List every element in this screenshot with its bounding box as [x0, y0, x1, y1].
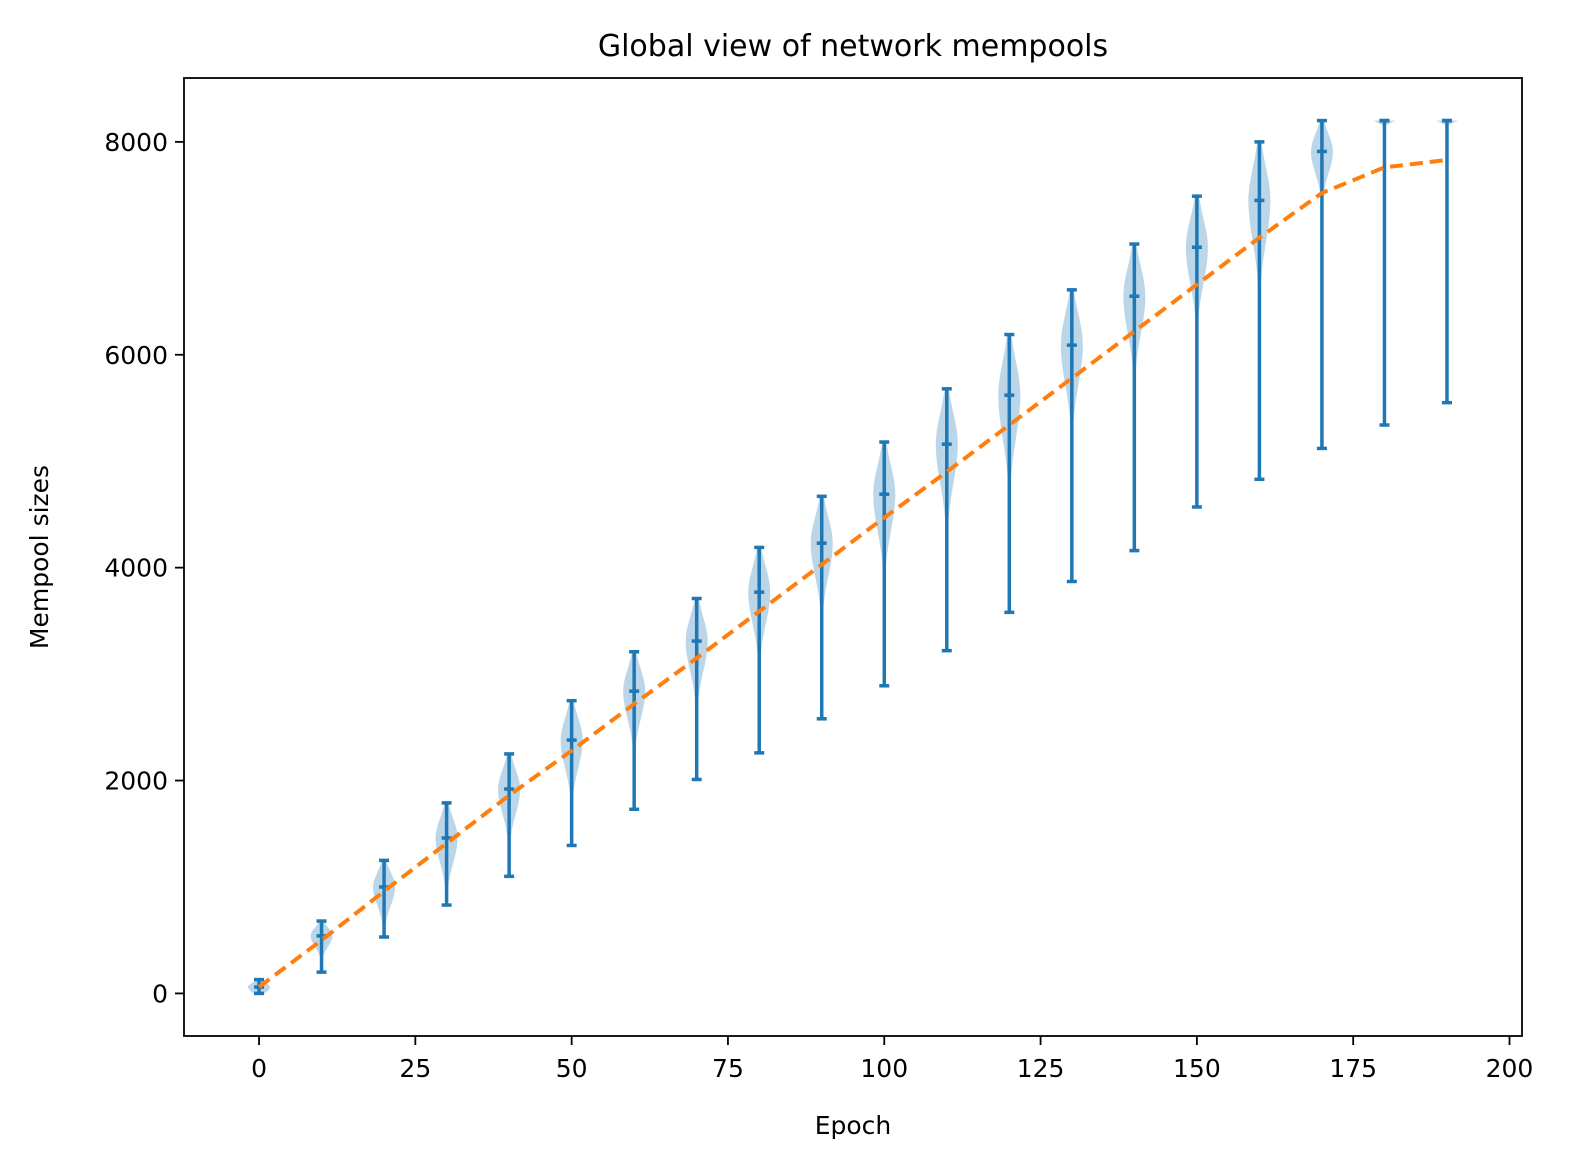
y-tick-label: 8000	[104, 128, 168, 157]
whiskers	[254, 118, 1452, 996]
mean-line	[257, 158, 1448, 989]
x-tick-label: 150	[1173, 1054, 1221, 1083]
x-tick-label: 50	[556, 1054, 588, 1083]
plot-frame	[183, 77, 1523, 1037]
x-axis-ticks: 0 25 50 75 100 125 150 175 200	[251, 1036, 1533, 1083]
y-tick-label: 6000	[104, 341, 168, 370]
x-tick-label: 75	[712, 1054, 744, 1083]
y-tick-label: 4000	[104, 554, 168, 583]
x-tick-label: 0	[251, 1054, 267, 1083]
x-tick-label: 100	[860, 1054, 908, 1083]
y-axis-ticks: 0 2000 4000 6000 8000	[104, 128, 184, 1008]
x-tick-label: 25	[399, 1054, 431, 1083]
y-axis-label: Mempool sizes	[25, 465, 54, 649]
plot-area	[184, 78, 1522, 1036]
y-tick-label: 2000	[104, 767, 168, 796]
x-axis-label: Epoch	[815, 1111, 892, 1140]
chart-title: Global view of network mempools	[598, 29, 1108, 64]
x-tick-label: 125	[1017, 1054, 1065, 1083]
x-tick-label: 200	[1486, 1054, 1534, 1083]
x-tick-label: 175	[1329, 1054, 1377, 1083]
y-tick-label: 0	[152, 979, 168, 1008]
